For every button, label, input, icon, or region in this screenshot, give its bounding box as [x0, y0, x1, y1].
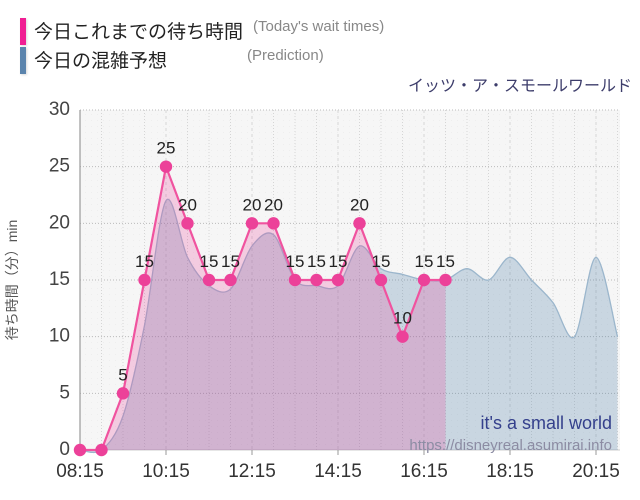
- svg-text:20: 20: [350, 195, 369, 214]
- svg-text:15: 15: [200, 252, 219, 271]
- svg-text:15: 15: [436, 252, 455, 271]
- svg-text:20: 20: [264, 195, 283, 214]
- svg-text:20: 20: [178, 195, 197, 214]
- svg-text:20: 20: [243, 195, 262, 214]
- svg-text:10: 10: [393, 309, 412, 328]
- svg-text:15: 15: [221, 252, 240, 271]
- svg-text:20:15: 20:15: [572, 461, 620, 482]
- svg-text:25: 25: [49, 156, 70, 177]
- svg-text:15: 15: [286, 252, 305, 271]
- svg-text:5: 5: [59, 382, 70, 403]
- svg-text:15: 15: [415, 252, 434, 271]
- svg-text:15: 15: [307, 252, 326, 271]
- svg-text:15: 15: [49, 269, 70, 290]
- svg-text:12:15: 12:15: [228, 461, 276, 482]
- svg-text:15: 15: [372, 252, 391, 271]
- svg-text:25: 25: [157, 139, 176, 158]
- svg-text:10: 10: [49, 326, 70, 347]
- svg-text:18:15: 18:15: [486, 461, 534, 482]
- svg-text:15: 15: [135, 252, 154, 271]
- svg-text:10:15: 10:15: [142, 461, 190, 482]
- svg-text:15: 15: [329, 252, 348, 271]
- svg-text:20: 20: [49, 212, 70, 233]
- svg-text:16:15: 16:15: [400, 461, 448, 482]
- svg-text:5: 5: [118, 365, 127, 384]
- svg-text:30: 30: [49, 99, 70, 120]
- svg-text:14:15: 14:15: [314, 461, 362, 482]
- svg-text:08:15: 08:15: [56, 461, 104, 482]
